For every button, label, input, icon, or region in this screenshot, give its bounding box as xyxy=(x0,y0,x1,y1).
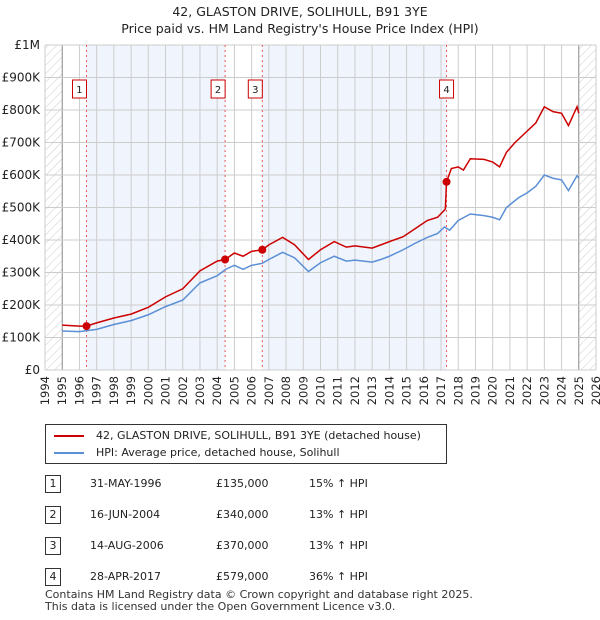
x-tick-label: 2006 xyxy=(245,376,259,405)
y-tick-label: £900K xyxy=(2,71,42,85)
x-tick-label: 2007 xyxy=(262,376,276,405)
y-tick-label: £300K xyxy=(2,266,42,280)
x-tick-label: 2019 xyxy=(468,376,482,405)
footer-copyright: Contains HM Land Registry data © Crown c… xyxy=(45,588,473,601)
x-tick-label: 1999 xyxy=(124,376,138,405)
x-tick-label: 1995 xyxy=(55,376,69,405)
x-tick-label: 1994 xyxy=(38,376,52,405)
sale-number: 1 xyxy=(45,475,61,493)
sale-point xyxy=(442,177,451,186)
legend-item-property: 42, GLASTON DRIVE, SOLIHULL, B91 3YE (de… xyxy=(54,429,421,443)
y-tick-label: £500K xyxy=(2,201,42,215)
sale-hpi-diff: 13% ↑ HPI xyxy=(309,508,368,521)
x-tick-label: 2025 xyxy=(572,376,586,405)
sale-hpi-diff: 13% ↑ HPI xyxy=(309,539,368,552)
sale-label-box xyxy=(210,79,226,99)
x-tick-label: 2000 xyxy=(141,376,155,405)
y-tick-label: £800K xyxy=(2,103,42,117)
x-tick-label: 2011 xyxy=(331,376,345,405)
y-tick-label: £1M xyxy=(14,38,40,52)
x-tick-label: 2016 xyxy=(417,376,431,405)
sale-hpi-diff: 15% ↑ HPI xyxy=(309,477,368,490)
sale-price: £340,000 xyxy=(216,508,269,521)
sale-date: 28-APR-2017 xyxy=(90,570,162,583)
x-tick-label: 2008 xyxy=(279,376,293,405)
sale-price: £135,000 xyxy=(216,477,269,490)
sale-point xyxy=(258,245,267,254)
sale-price: £370,000 xyxy=(216,539,269,552)
sale-label: 3 xyxy=(252,85,258,96)
series-line xyxy=(62,174,580,333)
x-tick-label: 2021 xyxy=(503,376,517,405)
legend-label: HPI: Average price, detached house, Soli… xyxy=(96,446,340,459)
x-tick-label: 2002 xyxy=(176,376,190,405)
x-tick-label: 2020 xyxy=(486,376,500,405)
y-tick-label: £100K xyxy=(2,331,42,345)
sale-hpi-diff: 36% ↑ HPI xyxy=(309,570,368,583)
x-tick-label: 1996 xyxy=(72,376,86,405)
x-tick-label: 2005 xyxy=(227,376,241,405)
x-tick-label: 2003 xyxy=(193,376,207,405)
x-tick-label: 2024 xyxy=(555,376,569,405)
legend: 42, GLASTON DRIVE, SOLIHULL, B91 3YE (de… xyxy=(45,424,447,464)
legend-item-hpi: HPI: Average price, detached house, Soli… xyxy=(54,446,340,460)
footer-licence: This data is licensed under the Open Gov… xyxy=(45,600,396,613)
sale-label-box xyxy=(71,79,87,99)
x-tick-label: 2015 xyxy=(400,376,414,405)
sale-date: 31-MAY-1996 xyxy=(90,477,162,490)
x-tick-label: 1997 xyxy=(90,376,104,405)
sale-date: 14-AUG-2006 xyxy=(90,539,164,552)
chart-subtitle: Price paid vs. HM Land Registry's House … xyxy=(121,21,479,36)
x-tick-label: 2012 xyxy=(348,376,362,405)
x-tick-label: 1998 xyxy=(107,376,121,405)
legend-label: 42, GLASTON DRIVE, SOLIHULL, B91 3YE (de… xyxy=(96,429,421,442)
x-tick-label: 2009 xyxy=(296,376,310,405)
y-tick-label: £600K xyxy=(2,168,42,182)
sale-label: 1 xyxy=(76,85,82,96)
sale-label: 4 xyxy=(443,85,449,96)
x-tick-label: 2014 xyxy=(382,376,396,405)
x-tick-label: 2001 xyxy=(159,376,173,405)
sale-number: 3 xyxy=(45,537,61,555)
sale-date: 16-JUN-2004 xyxy=(90,508,161,521)
y-tick-label: £0 xyxy=(25,363,40,377)
x-tick-label: 2017 xyxy=(434,376,448,405)
x-tick-label: 2023 xyxy=(537,376,551,405)
y-tick-label: £700K xyxy=(2,136,42,150)
price-chart: 1994 1995 1996 1997 1998 1999 2000 2001 2002 2003… xyxy=(2,38,600,405)
sale-number: 2 xyxy=(45,506,61,524)
y-tick-label: £200K xyxy=(2,298,42,312)
sale-price: £579,000 xyxy=(216,570,269,583)
sale-label-box xyxy=(247,79,263,99)
sale-point xyxy=(82,322,91,331)
x-tick-label: 2013 xyxy=(365,376,379,405)
x-tick-label: 2018 xyxy=(451,376,465,405)
chart-title: 42, GLASTON DRIVE, SOLIHULL, B91 3YE xyxy=(172,4,428,19)
x-tick-label: 2026 xyxy=(589,376,600,405)
sale-label: 2 xyxy=(215,85,221,96)
x-tick-label: 2004 xyxy=(210,376,224,405)
sale-label-box xyxy=(439,79,455,99)
y-tick-label: £400K xyxy=(2,233,42,247)
sale-point xyxy=(221,255,230,264)
sale-number: 4 xyxy=(45,568,61,586)
x-tick-label: 2010 xyxy=(314,376,328,405)
x-tick-label: 2022 xyxy=(520,376,534,405)
series-line xyxy=(62,104,580,327)
